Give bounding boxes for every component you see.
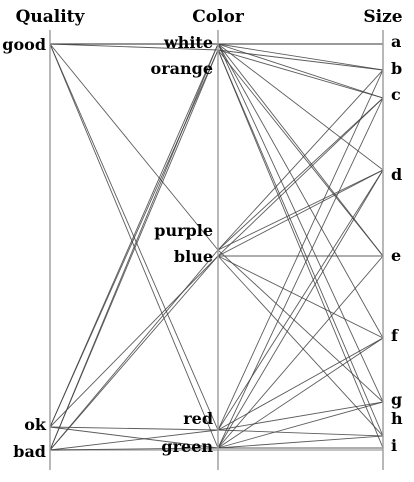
link-quality-bad-color-orange-12: [49, 49, 219, 451]
link-quality-bad-color-blue-14: [49, 255, 219, 451]
link-color-white-size-f-5: [217, 43, 384, 339]
link-color-orange-size-e-9: [217, 49, 384, 257]
link-color-red-size-f-23: [217, 337, 384, 431]
link-color-white-size-e-4: [217, 43, 384, 257]
link-color-green-size-g-30: [217, 401, 384, 449]
link-color-orange-size-c-8: [217, 49, 384, 99]
link-color-green-size-d-27: [217, 169, 384, 449]
color-category-label-orange: orange: [151, 59, 213, 78]
link-color-orange-size-b-7: [217, 49, 384, 71]
quality-category-label-ok: ok: [24, 415, 47, 434]
link-color-white-size-b-1: [217, 43, 384, 71]
size-category-label-e: e: [391, 246, 401, 265]
link-color-purple-size-g-15: [217, 249, 384, 403]
color-category-label-green: green: [161, 437, 213, 456]
link-quality-ok-color-blue-8: [49, 255, 219, 428]
link-color-red-size-d-22: [217, 169, 384, 431]
link-color-red-size-g-24: [217, 401, 384, 431]
quality-axis-title: Quality: [16, 7, 86, 27]
link-color-blue-size-h-20: [217, 255, 384, 437]
size-category-label-b: b: [391, 59, 402, 78]
color-category-label-white: white: [163, 33, 213, 52]
link-quality-good-color-red-4: [49, 43, 219, 431]
size-category-label-h: h: [391, 409, 403, 428]
link-color-purple-size-d-14: [217, 169, 384, 251]
size-category-label-d: d: [391, 165, 402, 184]
link-color-red-size-b-21: [217, 69, 384, 431]
color-category-label-blue: blue: [174, 247, 213, 266]
link-layer: [49, 43, 384, 451]
link-color-purple-size-c-13: [217, 97, 384, 251]
link-color-green-size-e-28: [217, 255, 384, 449]
link-quality-good-color-orange-2: [49, 43, 219, 51]
axis-layer: [49, 30, 384, 470]
link-color-red-size-h-25: [217, 429, 384, 437]
link-quality-bad-color-red-16: [49, 429, 219, 451]
size-axis-title: Size: [363, 7, 402, 27]
size-category-label-g: g: [391, 390, 402, 409]
label-layer: QualitygoodokbadColorwhiteorangepurplebl…: [2, 7, 403, 461]
link-color-green-size-h-31: [217, 435, 384, 449]
link-color-blue-size-f-19: [217, 255, 384, 339]
link-quality-ok-color-green-10: [49, 426, 219, 449]
link-color-blue-size-d-17: [217, 169, 384, 257]
link-quality-ok-color-red-9: [49, 426, 219, 431]
color-category-label-purple: purple: [154, 221, 213, 240]
color-category-label-red: red: [183, 409, 213, 428]
size-category-label-c: c: [391, 85, 401, 104]
link-color-white-size-g-6: [217, 43, 384, 403]
quality-category-label-good: good: [2, 35, 46, 54]
link-quality-good-color-purple-3: [49, 43, 219, 251]
link-quality-bad-color-green-15: [49, 447, 219, 451]
link-color-green-size-f-29: [217, 337, 384, 449]
size-category-label-i: i: [391, 436, 397, 455]
link-color-white-size-d-3: [217, 43, 384, 171]
link-color-white-size-c-2: [217, 43, 384, 99]
link-color-orange-size-h-10: [217, 49, 384, 437]
link-color-green-size-c-26: [217, 97, 384, 449]
link-quality-bad-color-purple-13: [49, 249, 219, 451]
link-color-purple-size-b-12: [217, 69, 384, 251]
color-axis-title: Color: [192, 7, 245, 27]
quality-category-label-bad: bad: [13, 442, 46, 461]
link-color-blue-size-c-16: [217, 97, 384, 257]
size-category-label-f: f: [391, 326, 399, 345]
size-category-label-a: a: [391, 32, 401, 51]
